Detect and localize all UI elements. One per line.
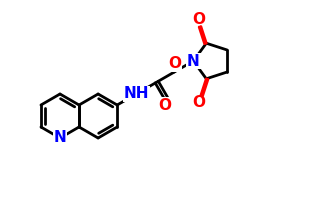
Text: NH: NH [124, 86, 149, 102]
Text: O: O [168, 57, 181, 71]
Text: O: O [158, 98, 171, 113]
Text: N: N [54, 130, 66, 146]
Text: O: O [192, 12, 205, 27]
Text: N: N [187, 54, 200, 68]
Text: O: O [192, 95, 205, 110]
